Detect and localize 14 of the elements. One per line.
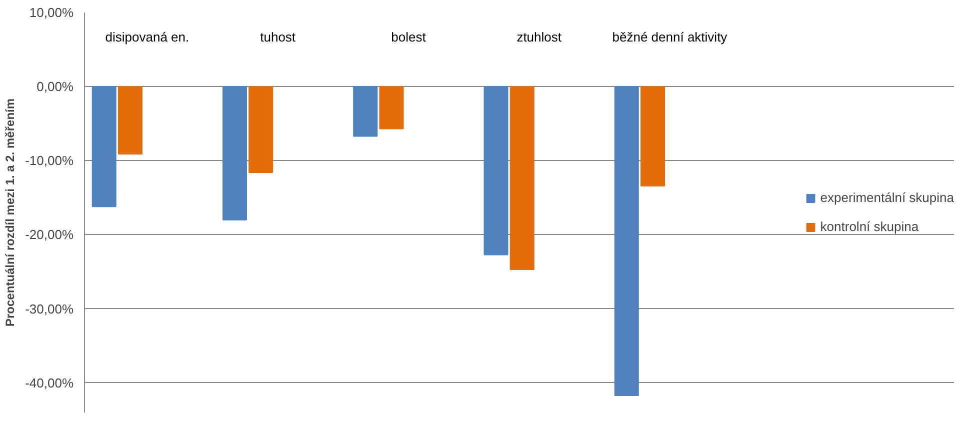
y-tick-label: -40,00%: [25, 375, 74, 390]
x-tick-label: běžné denní aktivity: [612, 29, 728, 44]
legend-label: kontrolní skupina: [820, 219, 919, 234]
y-tick-label: -20,00%: [25, 227, 74, 242]
legend-label: experimentální skupina: [820, 190, 954, 205]
y-axis-title: Procentuální rozdíl mezi 1. a 2. měřením: [3, 98, 18, 327]
y-tick-label: -10,00%: [25, 153, 74, 168]
y-tick-label: 0,00%: [36, 79, 74, 94]
x-tick-label: tuhost: [260, 29, 296, 44]
x-tick-label: ztuhlost: [516, 29, 562, 44]
y-tick-label: -30,00%: [25, 301, 74, 316]
y-tick-label: 10,00%: [29, 5, 74, 20]
x-tick-label: bolest: [391, 29, 426, 44]
x-tick-label: disipovaná en.: [105, 29, 190, 44]
